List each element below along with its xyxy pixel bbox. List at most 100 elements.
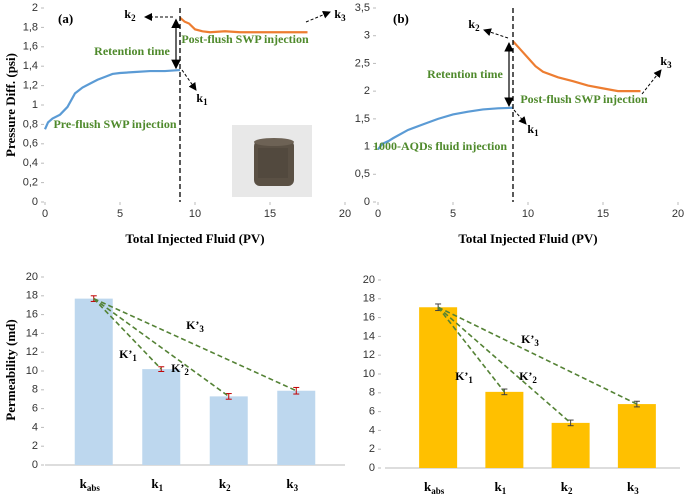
- annotation-arrow: [513, 109, 527, 125]
- y-tick-label: 2: [364, 85, 370, 97]
- bar: [74, 298, 113, 465]
- annotation-arrow: [181, 69, 197, 91]
- y-tick-label: 18: [363, 293, 375, 305]
- y-tick-label: 0,6: [23, 138, 38, 150]
- x-tick-label: k2: [219, 476, 231, 493]
- y-tick-label: 6: [32, 403, 38, 415]
- data-line: [179, 16, 308, 34]
- annotation: Pre-flush SWP injection: [53, 117, 176, 131]
- y-tick-label: 0,8: [23, 118, 38, 130]
- y-tick-label: 0: [32, 196, 38, 208]
- y-tick-label: 4: [369, 424, 375, 436]
- y-axis-label: Permeability (md): [3, 319, 18, 420]
- y-tick-label: 4: [32, 421, 38, 433]
- y-tick-label: 14: [363, 330, 375, 342]
- y-tick-label: 3: [364, 30, 370, 42]
- bar: [209, 396, 248, 465]
- annotation: Retention time: [427, 67, 503, 81]
- x-axis-label: Total Injected Fluid (PV): [125, 231, 264, 246]
- y-tick-label: 2: [32, 440, 38, 452]
- y-tick-label: 20: [26, 271, 38, 283]
- y-tick-label: 12: [363, 349, 375, 361]
- bar: [419, 307, 458, 468]
- y-tick-label: 0,5: [355, 168, 370, 180]
- y-tick-label: 3,5: [355, 2, 370, 14]
- annotation: K’1: [455, 369, 473, 385]
- y-tick-label: 1,4: [23, 60, 38, 72]
- annotation: k1: [196, 91, 208, 107]
- annotation: K’2: [519, 369, 537, 385]
- annotation: k2: [124, 7, 136, 23]
- x-tick-label: 5: [117, 208, 123, 220]
- y-tick-label: 8: [369, 387, 375, 399]
- ratio-link: [437, 306, 506, 393]
- annotation: K’1: [119, 347, 137, 363]
- y-tick-label: 10: [363, 368, 375, 380]
- core-photo: [232, 125, 312, 197]
- y-tick-label: 0: [32, 459, 38, 471]
- bar: [277, 390, 316, 465]
- y-tick-label: 12: [26, 346, 38, 358]
- annotation: Post-flush SWP injection: [181, 32, 309, 46]
- y-tick-label: 1: [32, 99, 38, 111]
- annotation-arrow: [483, 28, 509, 39]
- y-tick-label: 0: [364, 196, 370, 208]
- y-tick-label: 6: [369, 406, 375, 418]
- annotation: k1: [527, 122, 539, 138]
- y-tick-label: 20: [363, 274, 375, 286]
- bar: [617, 404, 656, 468]
- x-tick-label: k3: [627, 479, 639, 496]
- y-tick-label: 18: [26, 290, 38, 302]
- bar: [142, 369, 181, 465]
- x-tick-label: k1: [495, 479, 507, 496]
- annotation-arrow: [305, 11, 331, 23]
- x-tick-label: 0: [375, 208, 381, 220]
- data-line: [377, 106, 514, 151]
- ratio-link: [437, 306, 572, 424]
- y-tick-label: 2: [32, 2, 38, 14]
- panel-label: (a): [58, 11, 73, 26]
- x-tick-label: kabs: [80, 476, 101, 493]
- y-tick-label: 1,6: [23, 41, 38, 53]
- y-tick-label: 2: [369, 443, 375, 455]
- y-tick-label: 10: [26, 365, 38, 377]
- x-tick-label: 0: [42, 208, 48, 220]
- y-tick-label: 1: [364, 140, 370, 152]
- ratio-link: [93, 297, 230, 398]
- ratio-link: [93, 298, 162, 370]
- y-tick-label: 1,2: [23, 80, 38, 92]
- x-tick-label: k3: [286, 476, 298, 493]
- annotation: 1000-AQDs fluid injection: [373, 139, 507, 153]
- y-tick-label: 14: [26, 327, 38, 339]
- x-axis-label: Total Injected Fluid (PV): [458, 231, 597, 246]
- annotation: k3: [334, 7, 346, 23]
- annotation: k3: [660, 54, 672, 70]
- x-tick-label: 15: [597, 208, 609, 220]
- annotation: K’3: [186, 318, 204, 334]
- y-tick-label: 0,2: [23, 177, 38, 189]
- bar: [485, 391, 524, 468]
- y-axis-label: Pressure Diff. (psi): [3, 53, 18, 157]
- x-tick-label: 10: [189, 208, 201, 220]
- data-line: [512, 40, 641, 93]
- y-tick-label: 0,4: [23, 157, 38, 169]
- x-tick-label: k1: [151, 476, 163, 493]
- annotation: K’3: [521, 332, 539, 348]
- ratio-link: [93, 297, 297, 392]
- x-tick-label: k2: [561, 479, 573, 496]
- x-tick-label: kabs: [424, 479, 445, 496]
- y-tick-label: 1,5: [355, 113, 370, 125]
- x-tick-label: 20: [672, 208, 684, 220]
- x-tick-label: 20: [339, 208, 351, 220]
- data-line: [43, 68, 181, 130]
- panel-label: (b): [393, 11, 409, 26]
- x-tick-label: 15: [264, 208, 276, 220]
- x-tick-label: 5: [450, 208, 456, 220]
- y-tick-label: 0: [369, 462, 375, 474]
- annotation: K’2: [171, 361, 189, 377]
- annotation-arrow: [641, 69, 662, 95]
- y-tick-label: 2,5: [355, 57, 370, 69]
- ratio-link: [437, 306, 638, 405]
- annotation: Post-flush SWP injection: [520, 92, 648, 106]
